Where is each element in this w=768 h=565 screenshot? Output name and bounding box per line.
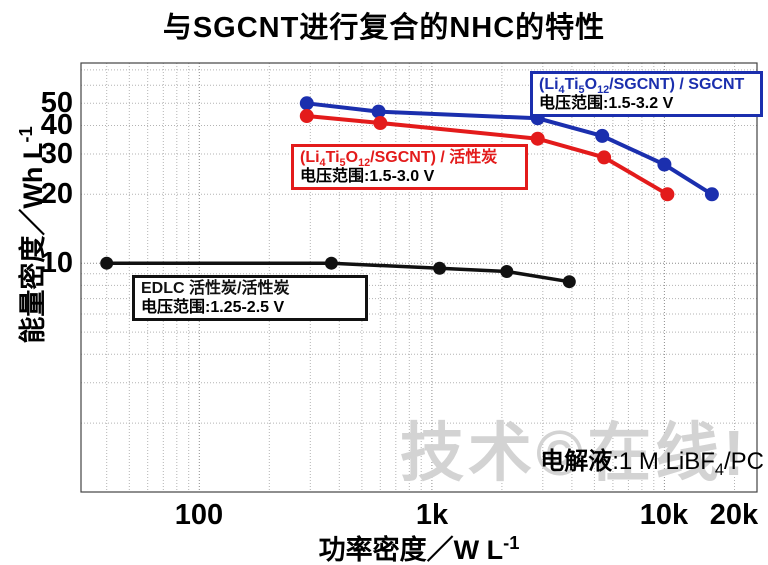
watermark: 技术©在线! bbox=[400, 417, 749, 489]
data-point bbox=[324, 256, 338, 270]
y-tick-label: 40 bbox=[40, 109, 73, 141]
legend-ltosgcnt-sgcnt: (Li4Ti5O12/SGCNT) / SGCNT 电压范围:1.5-3.2 V bbox=[530, 71, 763, 117]
data-point bbox=[657, 157, 672, 172]
electrolyte-value: :1 M LiBF4/PC bbox=[612, 448, 764, 479]
legend-series-name: (Li4Ti5O12/SGCNT) / SGCNT bbox=[539, 76, 745, 97]
x-tick-label: 1k bbox=[415, 499, 449, 531]
plot-frame bbox=[80, 62, 758, 493]
series-1 bbox=[299, 109, 675, 202]
data-point bbox=[371, 104, 386, 119]
data-point bbox=[433, 261, 447, 275]
series-line bbox=[306, 101, 713, 196]
legend-voltage-range: 电压范围:1.25-2.5 V bbox=[141, 299, 285, 316]
y-tick-label: 10 bbox=[40, 247, 73, 279]
electrolyte-label: 电解液 bbox=[540, 448, 613, 475]
data-point bbox=[299, 109, 314, 123]
y-tick-label: 30 bbox=[40, 138, 73, 170]
x-axis-title: 功率密度／W L-1 bbox=[318, 532, 520, 565]
legend-ltosgcnt-activated-carbon: (Li4Ti5O12/SGCNT) / 活性炭 电压范围:1.5-3.0 V bbox=[291, 144, 528, 190]
series-2 bbox=[100, 256, 576, 289]
data-point bbox=[704, 187, 719, 202]
x-tick-label: 10k bbox=[639, 499, 689, 531]
legend-series-name: (Li4Ti5O12/SGCNT) / 活性炭 bbox=[300, 149, 498, 170]
y-tick-label: 50 bbox=[40, 87, 73, 119]
chart-title: 与SGCNT进行复合的NHC的特性 bbox=[162, 12, 606, 44]
gridlines bbox=[81, 63, 757, 492]
data-point bbox=[530, 131, 545, 146]
data-point bbox=[562, 275, 576, 289]
data-point bbox=[500, 265, 514, 278]
x-tick-label: 100 bbox=[174, 499, 224, 531]
data-point bbox=[595, 128, 610, 143]
data-point bbox=[373, 116, 388, 130]
legend-voltage-range: 电压范围:1.5-3.2 V bbox=[539, 95, 674, 112]
data-point bbox=[100, 256, 114, 270]
legend-series-name: EDLC 活性炭/活性炭 bbox=[141, 280, 290, 297]
legend-edlc: EDLC 活性炭/活性炭 电压范围:1.25-2.5 V bbox=[132, 275, 368, 321]
legend-voltage-range: 电压范围:1.5-3.0 V bbox=[300, 168, 435, 185]
data-point bbox=[597, 150, 612, 165]
y-tick-label: 20 bbox=[40, 178, 73, 210]
x-tick-label: 20k bbox=[709, 499, 759, 531]
data-point bbox=[660, 187, 675, 202]
data-point bbox=[299, 96, 314, 111]
electrolyte-annotation: 电解液:1 M LiBF4/PC bbox=[540, 441, 764, 479]
